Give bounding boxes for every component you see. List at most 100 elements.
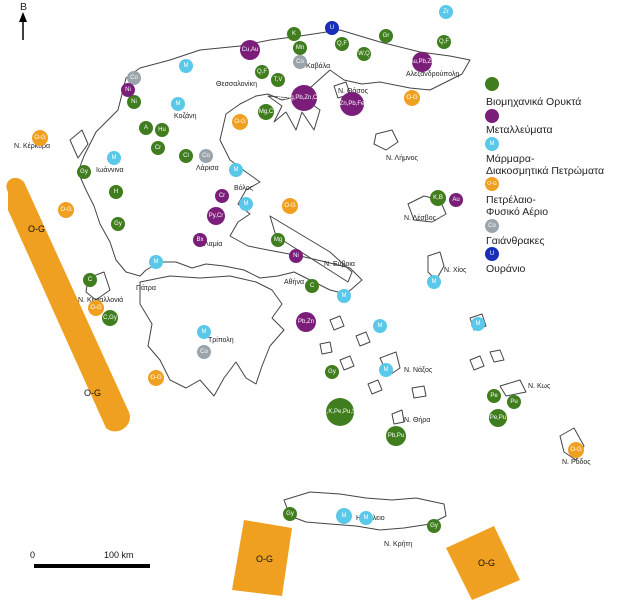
chios-coast (427, 251, 445, 281)
legend-item-ores: Μεταλλεύματα (485, 109, 553, 136)
svg-text:T,V: T,V (274, 77, 283, 83)
legend-code: O-G (487, 181, 497, 187)
svg-text:Pe,Pu: Pe,Pu (490, 415, 506, 421)
svg-text:K: K (292, 31, 296, 37)
resource-marker: B,K,Pe,Pu,Si (323, 398, 357, 426)
resource-marker: Bx (193, 233, 207, 247)
svg-text:Zr: Zr (443, 9, 449, 15)
lemnos-coast (373, 129, 399, 151)
svg-text:Cr: Cr (155, 145, 161, 151)
legend-label: Μάρμαρα- (486, 153, 535, 165)
svg-text:Co: Co (202, 153, 210, 159)
resource-marker: Gr (379, 29, 393, 43)
scale-zero-label: 0 (30, 550, 35, 560)
svg-text:Cl: Cl (183, 153, 189, 159)
svg-text:M: M (342, 513, 347, 519)
svg-text:Mn: Mn (296, 45, 304, 51)
oilgas-marker: O-G (32, 130, 48, 146)
svg-text:Mg: Mg (274, 237, 282, 243)
svg-text:M: M (432, 279, 437, 285)
svg-text:Q,F: Q,F (337, 41, 347, 47)
offshore-zone-crete-east (446, 526, 520, 600)
place-label: Ν. Λήμνος (386, 155, 419, 162)
svg-text:Cr: Cr (219, 193, 225, 199)
place-label: Ιωάννινα (96, 166, 124, 174)
place-label: Θεσσαλονίκη (216, 80, 257, 88)
marble-marker: M (359, 511, 373, 525)
legend-label-line2: Φυσικό Αέριο (486, 206, 548, 218)
resource-marker: Mn (293, 41, 307, 55)
svg-text:Pb,Pu: Pb,Pu (388, 433, 404, 439)
north-label: B (20, 1, 27, 13)
place-label: Καβάλα (306, 62, 330, 70)
svg-text:O-G: O-G (60, 207, 72, 213)
svg-text:C: C (88, 277, 93, 283)
svg-text:O-G: O-G (234, 119, 246, 125)
mainland-coast (77, 29, 471, 295)
marble-marker: M (179, 59, 193, 73)
resource-marker: Pu (507, 395, 521, 409)
resource-marker: Gy (283, 507, 297, 521)
svg-text:Q,F: Q,F (257, 69, 267, 75)
svg-text:M: M (364, 515, 369, 521)
legend-swatch (485, 109, 499, 123)
svg-text:M: M (244, 201, 249, 207)
place-label: Λαμία (204, 240, 222, 248)
offshore-oil-gas-zones: O-G O-G O-G O-G (6, 177, 520, 600)
resource-marker: Cl (179, 149, 193, 163)
place-label: Ν. Νάξος (404, 366, 433, 374)
resource-marker: Cr (215, 189, 229, 203)
svg-text:Gy: Gy (430, 523, 438, 529)
marble-marker: M (229, 163, 243, 177)
svg-text:Q,F: Q,F (439, 39, 449, 45)
scale-distance-label: 100 km (104, 550, 134, 560)
marble-marker: M (427, 275, 441, 289)
resource-marker: Cu,Au (240, 40, 260, 60)
svg-text:O-G: O-G (34, 135, 46, 141)
place-label: Ν. Χίος (444, 266, 467, 274)
legend-swatch (485, 77, 499, 91)
legend-label: Γαιάνθρακες (486, 235, 544, 247)
resource-marker: Gy (427, 519, 441, 533)
legend-label: Πετρέλαιο- (486, 194, 536, 206)
resource-marker: Mg (271, 233, 285, 247)
resource-marker: Gy (77, 165, 91, 179)
kefalonia-coast (85, 271, 111, 301)
svg-text:O-G: O-G (90, 305, 102, 311)
svg-text:Gr: Gr (383, 33, 390, 39)
svg-text:Py,Cr: Py,Cr (209, 213, 224, 219)
resource-marker: Ni (121, 83, 135, 97)
svg-text:Gy: Gy (286, 511, 294, 517)
place-label: Βόλος (234, 184, 254, 192)
resource-marker: Gy (111, 217, 125, 231)
legend-code: U (490, 251, 494, 257)
svg-text:Co: Co (296, 59, 304, 65)
resource-markers: Zr K U Q,F Mn Co Gr W,Q Au,Pb,Zn Q,F Cu,… (77, 5, 521, 533)
legend-item-industrial-minerals: Βιομηχανικά Ορυκτά (485, 77, 581, 108)
svg-text:Pu: Pu (510, 399, 517, 405)
svg-text:Zn,Pb,Fe: Zn,Pb,Fe (340, 101, 365, 107)
offshore-label-1: O-G (28, 224, 45, 234)
corfu-coast (69, 129, 89, 159)
offshore-label-4: O-G (478, 558, 495, 568)
place-label: Λάρισα (196, 164, 219, 172)
peloponnese-coast (139, 275, 285, 397)
kos-coast (499, 379, 527, 397)
svg-text:O-G: O-G (406, 95, 418, 101)
resource-marker: C (83, 273, 97, 287)
marble-marker: M (471, 317, 485, 331)
svg-text:M: M (154, 259, 159, 265)
resource-marker: Q,F (437, 35, 451, 49)
place-label: Τρίπολη (208, 336, 234, 344)
resource-marker: Au,Ag,Pb,Zn,Cu,Mn (277, 85, 331, 111)
resource-marker: Co (127, 71, 141, 85)
svg-text:A: A (144, 125, 148, 131)
marble-marker: M (107, 151, 121, 165)
resource-marker: Co (197, 345, 211, 359)
legend-swatch (485, 137, 499, 151)
resource-marker: Mg,C (258, 104, 274, 120)
svg-text:H: H (114, 189, 118, 195)
svg-text:O-G: O-G (150, 375, 162, 381)
oilgas-marker: O-G (88, 300, 104, 316)
